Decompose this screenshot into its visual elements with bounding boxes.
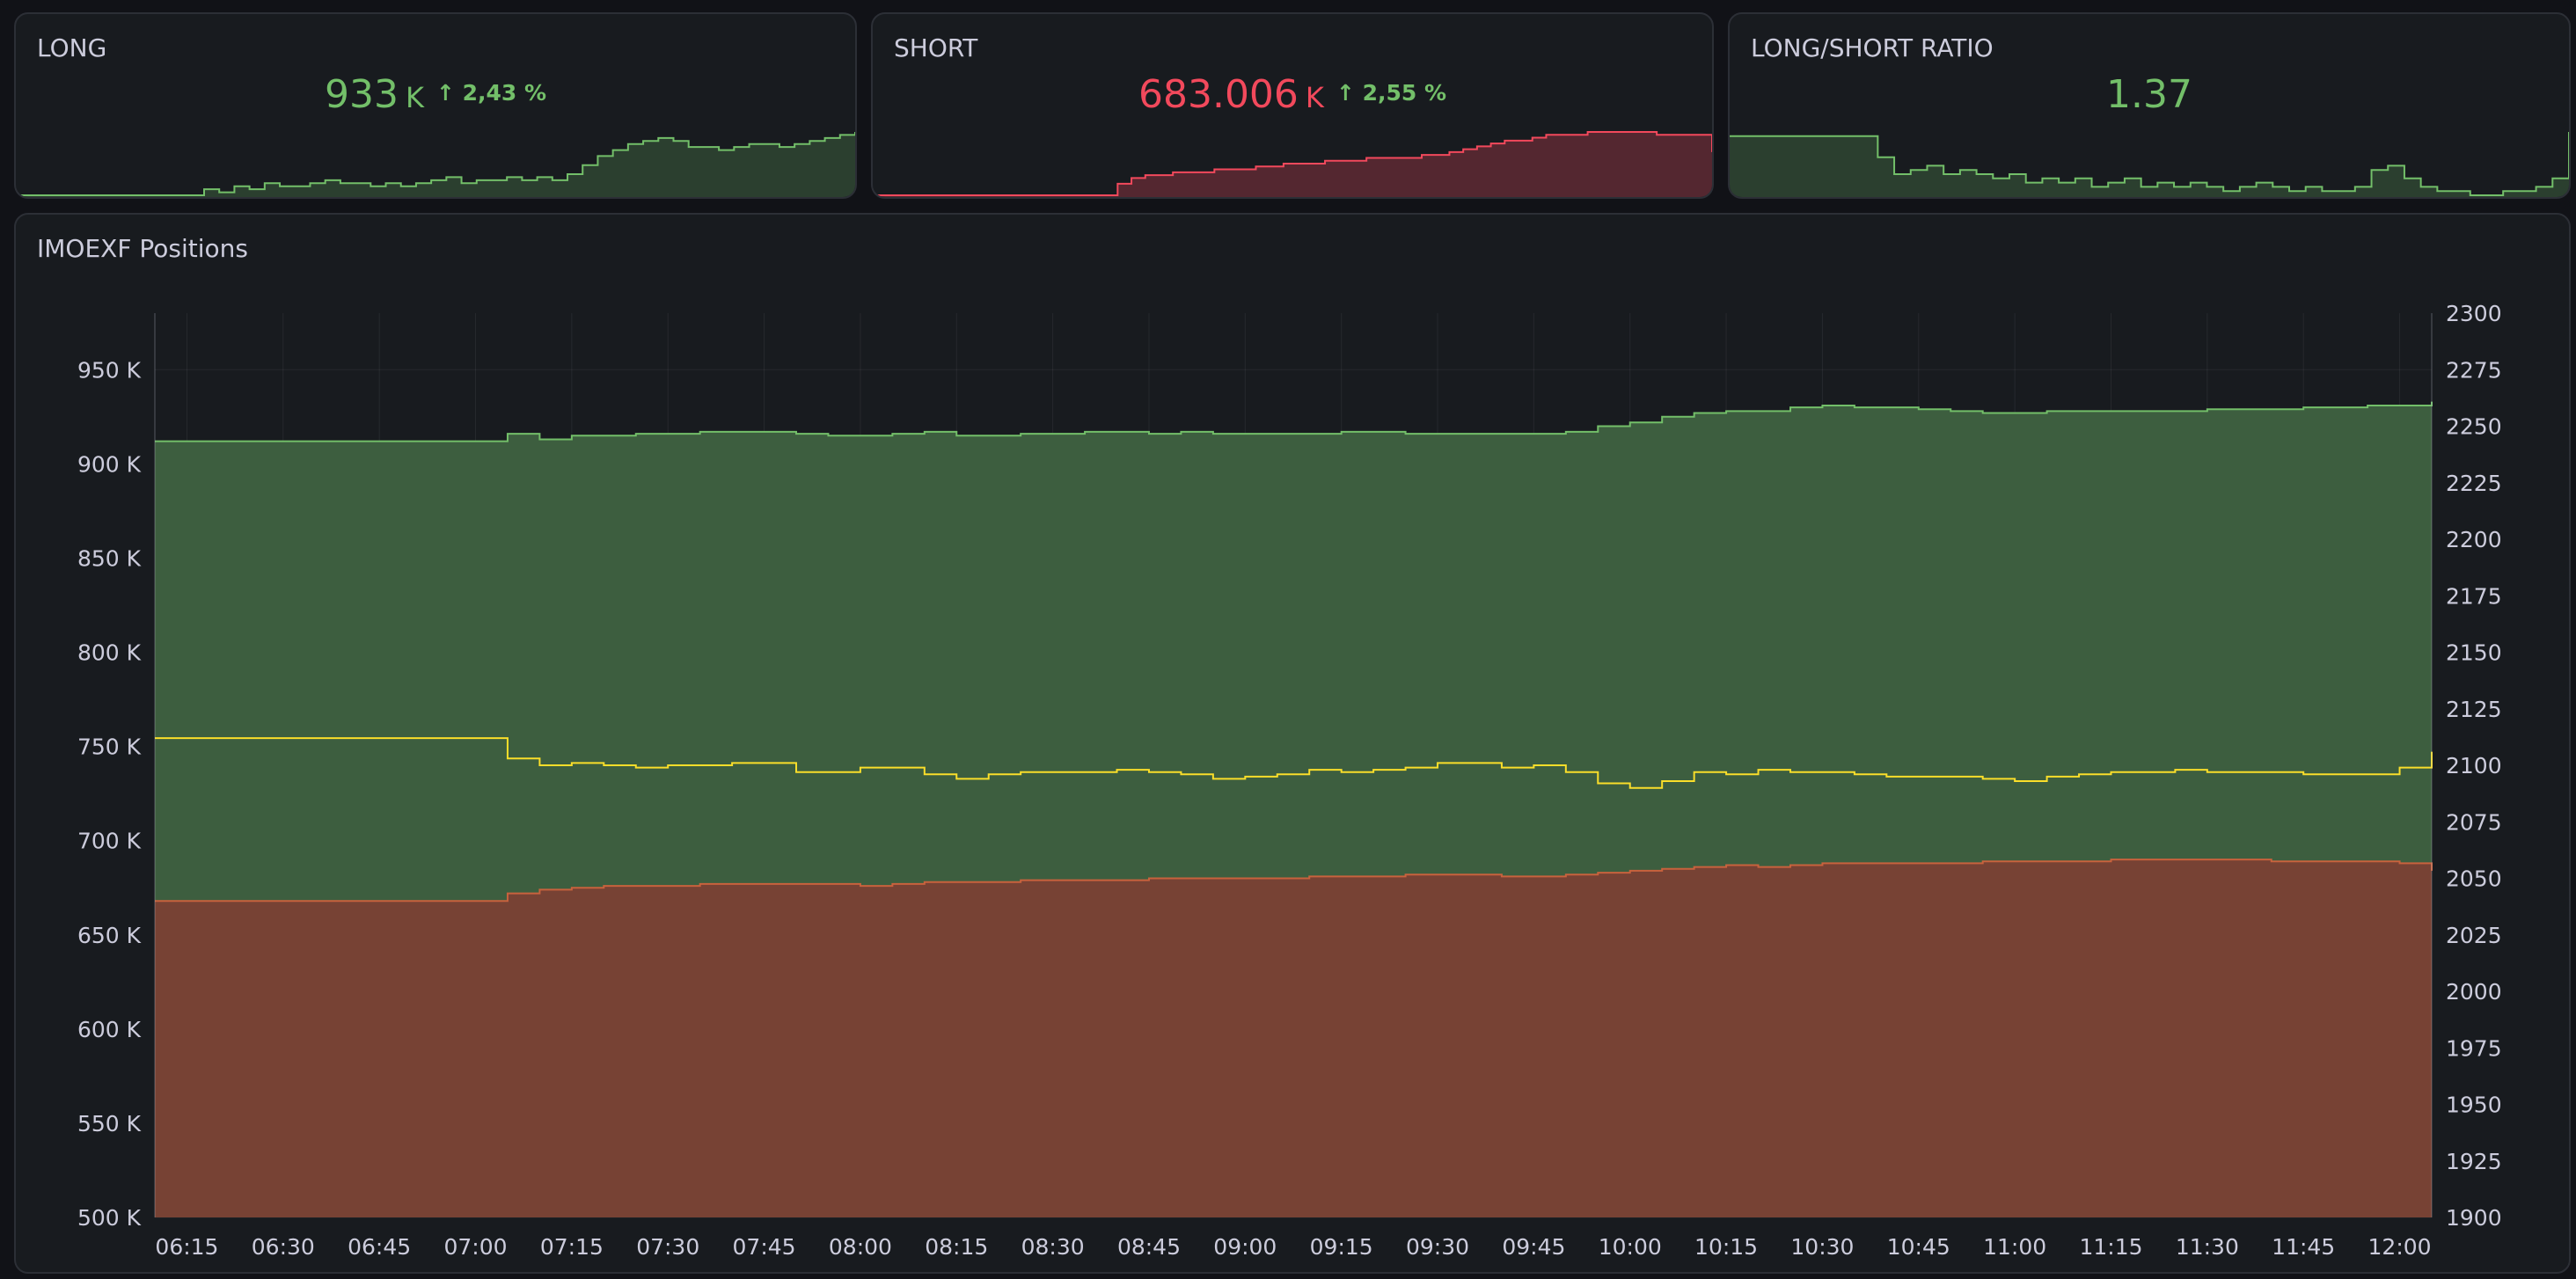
arrow-up-icon: ↑ bbox=[1336, 80, 1355, 106]
y-right-tick-label: 2075 bbox=[2446, 809, 2502, 835]
sparkline-area bbox=[1730, 132, 2569, 197]
x-tick-label: 11:15 bbox=[2079, 1234, 2142, 1260]
panel-title: LONG bbox=[37, 33, 107, 62]
y-right-tick-label: 2050 bbox=[2446, 866, 2502, 892]
x-tick-label: 09:30 bbox=[1406, 1234, 1469, 1260]
x-tick-label: 08:00 bbox=[829, 1234, 892, 1260]
x-tick-label: 11:45 bbox=[2272, 1234, 2335, 1260]
x-tick-label: 12:00 bbox=[2368, 1234, 2432, 1260]
x-tick-label: 09:00 bbox=[1213, 1234, 1277, 1260]
series-line-2 bbox=[155, 737, 2433, 789]
y-left-tick-label: 850 K bbox=[77, 545, 142, 571]
y-right-tick-label: 2275 bbox=[2446, 357, 2502, 383]
series-line-1 bbox=[155, 859, 2433, 903]
x-tick-label: 07:15 bbox=[540, 1234, 604, 1260]
positions-chart[interactable]: 500 K 550 K 600 K 650 K 700 K 750 K 800 K 850 K… bbox=[16, 215, 2569, 1272]
stat-value: 1.37 bbox=[2106, 72, 2192, 117]
sparkline-line bbox=[16, 132, 855, 196]
stat-delta: ↑ 2,55 % bbox=[1336, 80, 1446, 106]
x-tick-label: 08:30 bbox=[1021, 1234, 1085, 1260]
y-right-tick-label: 1925 bbox=[2446, 1149, 2502, 1174]
y-right-tick-label: 2150 bbox=[2446, 640, 2502, 666]
x-tick-label: 06:15 bbox=[155, 1234, 218, 1260]
x-tick-label: 11:30 bbox=[2176, 1234, 2239, 1260]
stat-value: 683.006 bbox=[1138, 72, 1299, 117]
stat-panel-ratio[interactable]: LONG/SHORT RATIO 1.37 bbox=[1728, 12, 2571, 199]
y-right-tick-label: 2225 bbox=[2446, 471, 2502, 496]
x-tick-label: 10:45 bbox=[1887, 1234, 1950, 1260]
series-line-0 bbox=[155, 401, 2433, 442]
y-left-tick-label: 600 K bbox=[77, 1017, 142, 1042]
y-right-tick-label: 2100 bbox=[2446, 753, 2502, 778]
y-right-tick-label: 2175 bbox=[2446, 583, 2502, 609]
stat-value-row: 933 K ↑ 2,43 % bbox=[16, 72, 855, 117]
x-tick-label: 10:15 bbox=[1694, 1234, 1758, 1260]
x-tick-label: 09:45 bbox=[1502, 1234, 1565, 1260]
stat-delta-value: 2,43 % bbox=[462, 80, 547, 106]
series-area-1 bbox=[155, 859, 2432, 1217]
y-right-tick-label: 2000 bbox=[2446, 979, 2502, 1005]
sparkline-ratio bbox=[1730, 132, 2569, 197]
x-tick-label: 06:30 bbox=[252, 1234, 315, 1260]
sparkline-long bbox=[16, 132, 855, 197]
timeseries-panel[interactable]: IMOEXF Positions 500 K 550 K 600 K 650 K 700… bbox=[14, 213, 2571, 1274]
x-tick-label: 10:00 bbox=[1599, 1234, 1662, 1260]
x-tick-label: 07:45 bbox=[733, 1234, 796, 1260]
x-tick-label: 06:45 bbox=[348, 1234, 411, 1260]
stat-panel-long[interactable]: LONG 933 K ↑ 2,43 % bbox=[14, 12, 857, 199]
x-tick-label: 11:00 bbox=[1983, 1234, 2046, 1260]
y-right-tick-label: 2250 bbox=[2446, 414, 2502, 440]
sparkline-line bbox=[873, 131, 1712, 196]
y-right-tick-label: 1975 bbox=[2446, 1035, 2502, 1061]
x-tick-label: 08:45 bbox=[1117, 1234, 1181, 1260]
stat-delta: ↑ 2,43 % bbox=[436, 80, 546, 106]
sparkline-line bbox=[1730, 132, 2569, 196]
y-right-tick-label: 1900 bbox=[2446, 1205, 2502, 1231]
stat-unit: K bbox=[405, 81, 424, 114]
panel-title: IMOEXF Positions bbox=[37, 234, 248, 263]
panel-title: LONG/SHORT RATIO bbox=[1751, 33, 1994, 62]
y-left-tick-label: 750 K bbox=[77, 735, 142, 760]
sparkline-area bbox=[16, 132, 855, 197]
stat-panel-short[interactable]: SHORT 683.006 K ↑ 2,55 % bbox=[871, 12, 1714, 199]
y-right-tick-label: 2300 bbox=[2446, 301, 2502, 326]
y-left-tick-label: 700 K bbox=[77, 829, 142, 854]
y-left-tick-label: 550 K bbox=[77, 1111, 142, 1136]
arrow-up-icon: ↑ bbox=[435, 80, 455, 106]
sparkline-short bbox=[873, 131, 1712, 197]
y-left-tick-label: 500 K bbox=[77, 1205, 142, 1231]
panel-title: SHORT bbox=[894, 33, 978, 62]
stat-delta-value: 2,55 % bbox=[1362, 80, 1447, 106]
y-left-tick-label: 800 K bbox=[77, 640, 142, 666]
y-left-tick-label: 650 K bbox=[77, 923, 142, 948]
y-right-tick-label: 2025 bbox=[2446, 923, 2502, 948]
x-tick-label: 10:30 bbox=[1790, 1234, 1854, 1260]
y-right-tick-label: 2200 bbox=[2446, 527, 2502, 552]
y-left-tick-label: 900 K bbox=[77, 451, 142, 477]
stat-value: 933 bbox=[324, 72, 399, 117]
y-left-tick-label: 950 K bbox=[77, 357, 142, 383]
stat-value-row: 683.006 K ↑ 2,55 % bbox=[873, 72, 1712, 117]
stat-value-row: 1.37 bbox=[1730, 72, 2569, 117]
y-right-tick-label: 2125 bbox=[2446, 697, 2502, 722]
stat-unit: K bbox=[1305, 81, 1324, 114]
x-tick-label: 08:15 bbox=[925, 1234, 988, 1260]
y-right-tick-label: 1950 bbox=[2446, 1093, 2502, 1118]
x-tick-label: 07:30 bbox=[636, 1234, 699, 1260]
x-tick-label: 07:00 bbox=[443, 1234, 507, 1260]
x-tick-label: 09:15 bbox=[1310, 1234, 1373, 1260]
